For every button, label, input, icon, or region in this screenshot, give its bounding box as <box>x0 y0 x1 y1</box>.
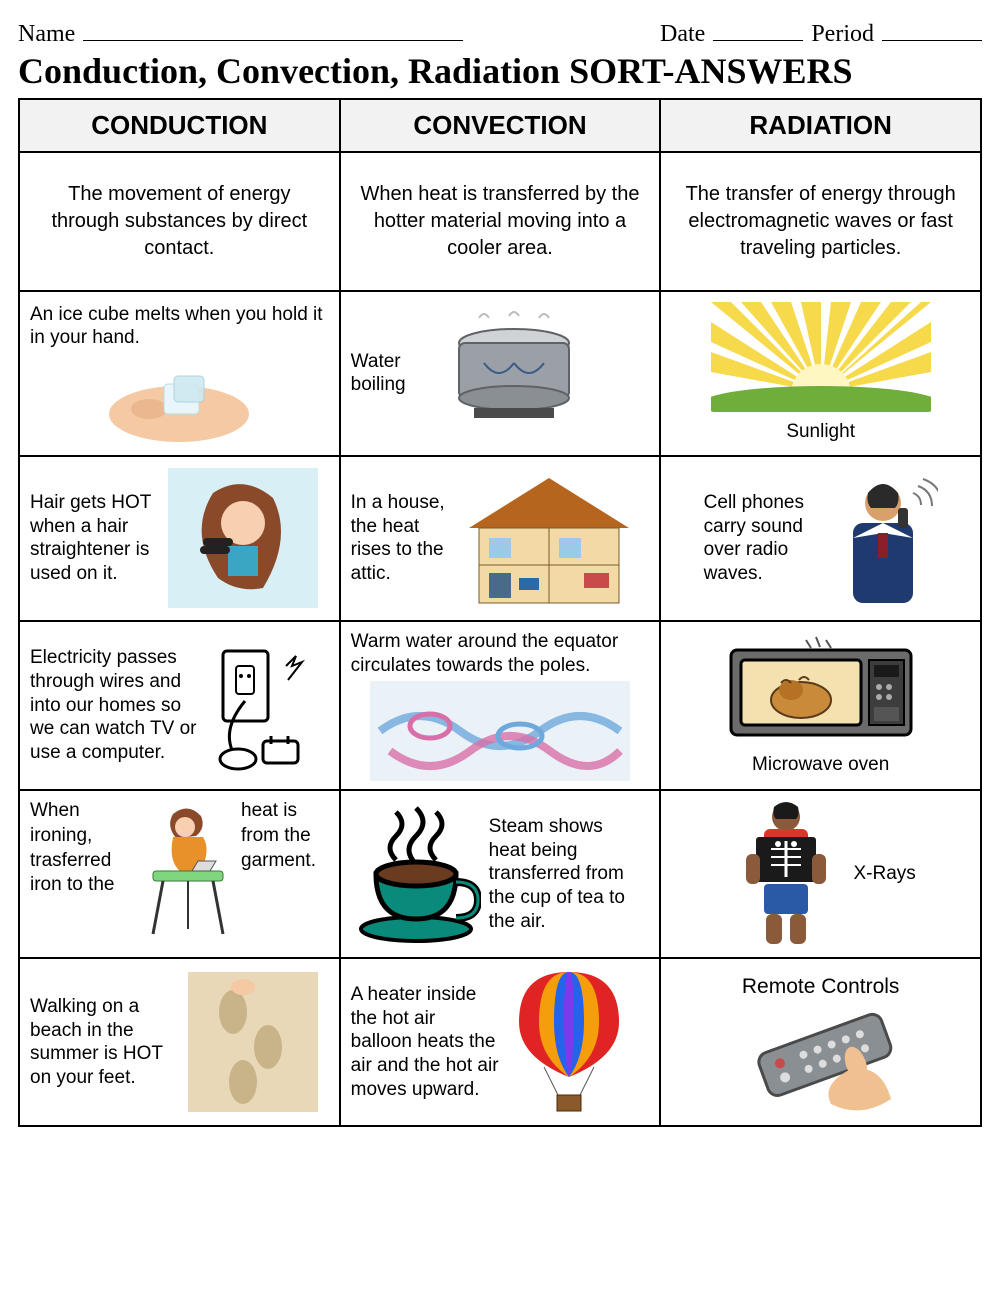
def-convection: When heat is transferred by the hotter m… <box>340 152 661 291</box>
cell-water-boiling: Water boiling <box>340 291 661 456</box>
header-row: CONDUCTION CONVECTION RADIATION <box>19 99 981 152</box>
plug-icon <box>208 641 318 771</box>
date-label: Date <box>660 21 705 48</box>
balloon-icon <box>509 967 629 1117</box>
example-row: An ice cube melts when you hold it in yo… <box>19 291 981 456</box>
cell-xray: X-Rays <box>660 790 981 958</box>
sun-icon <box>711 302 931 412</box>
cell-beach: Walking on a beach in the summer is HOT … <box>19 958 340 1126</box>
col-header-conduction: CONDUCTION <box>19 99 340 152</box>
cap-ironing-left: When ironing, trasferred iron to the <box>30 799 135 898</box>
xray-icon <box>726 799 846 949</box>
cap-xray: X-Rays <box>854 862 916 886</box>
page-title: Conduction, Convection, Radiation SORT-A… <box>18 50 982 92</box>
cap-house: In a house, the heat rises to the attic. <box>351 491 451 586</box>
worksheet-header: Name Date Period <box>18 12 982 48</box>
ironing-icon <box>143 799 233 939</box>
cell-balloon: A heater inside the hot air balloon heat… <box>340 958 661 1126</box>
cap-electricity: Electricity passes through wires and int… <box>30 646 200 765</box>
example-row: Hair gets HOT when a hair straightener i… <box>19 456 981 621</box>
col-header-convection: CONVECTION <box>340 99 661 152</box>
cell-house: In a house, the heat rises to the attic. <box>340 456 661 621</box>
cell-tea: Steam shows heat being transferred from … <box>340 790 661 958</box>
example-row: Electricity passes through wires and int… <box>19 621 981 791</box>
cap-microwave: Microwave oven <box>752 753 889 777</box>
tea-cup-icon <box>351 804 481 944</box>
date-blank[interactable] <box>713 12 803 41</box>
phone-man-icon <box>828 468 938 608</box>
cap-balloon: A heater inside the hot air balloon heat… <box>351 983 501 1102</box>
col-header-radiation: RADIATION <box>660 99 981 152</box>
hand-ice-icon <box>94 354 264 444</box>
cap-cellphone: Cell phones carry sound over radio waves… <box>704 491 824 586</box>
cell-sunlight: Sunlight <box>660 291 981 456</box>
cell-remote: Remote Controls <box>660 958 981 1126</box>
sort-table: CONDUCTION CONVECTION RADIATION The move… <box>18 98 982 1128</box>
cell-hair: Hair gets HOT when a hair straightener i… <box>19 456 340 621</box>
remote-control-icon <box>721 1004 921 1114</box>
cap-beach: Walking on a beach in the summer is HOT … <box>30 995 180 1090</box>
period-blank[interactable] <box>882 12 982 41</box>
name-label: Name <box>18 21 75 48</box>
cap-sunlight: Sunlight <box>786 420 855 444</box>
example-row: Walking on a beach in the summer is HOT … <box>19 958 981 1126</box>
cap-ironing-right: heat is from the garment. <box>241 799 321 873</box>
cell-ironing: When ironing, trasferred iron to the <box>19 790 340 958</box>
cell-cellphone: Cell phones carry sound over radio waves… <box>660 456 981 621</box>
period-label: Period <box>811 21 874 48</box>
cell-ocean: Warm water around the equator circulates… <box>340 621 661 791</box>
example-row: When ironing, trasferred iron to the <box>19 790 981 958</box>
def-conduction: The movement of energy through substance… <box>19 152 340 291</box>
cap-ice-cube: An ice cube melts when you hold it in yo… <box>30 303 329 351</box>
cell-microwave: Microwave oven <box>660 621 981 791</box>
cap-hair: Hair gets HOT when a hair straightener i… <box>30 491 160 586</box>
cap-tea: Steam shows heat being transferred from … <box>489 815 639 934</box>
hair-straightener-icon <box>168 468 318 608</box>
def-radiation: The transfer of energy through electroma… <box>660 152 981 291</box>
cell-electricity: Electricity passes through wires and int… <box>19 621 340 791</box>
pot-icon <box>429 308 599 438</box>
ocean-currents-icon <box>370 681 630 781</box>
cap-remote: Remote Controls <box>742 974 900 1000</box>
cap-ocean: Warm water around the equator circulates… <box>351 630 650 678</box>
beach-feet-icon <box>188 972 318 1112</box>
definition-row: The movement of energy through substance… <box>19 152 981 291</box>
microwave-icon <box>721 635 921 745</box>
cell-ice-cube: An ice cube melts when you hold it in yo… <box>19 291 340 456</box>
name-blank[interactable] <box>83 12 463 41</box>
house-icon <box>459 468 639 608</box>
cap-water-boiling: Water boiling <box>351 350 421 398</box>
